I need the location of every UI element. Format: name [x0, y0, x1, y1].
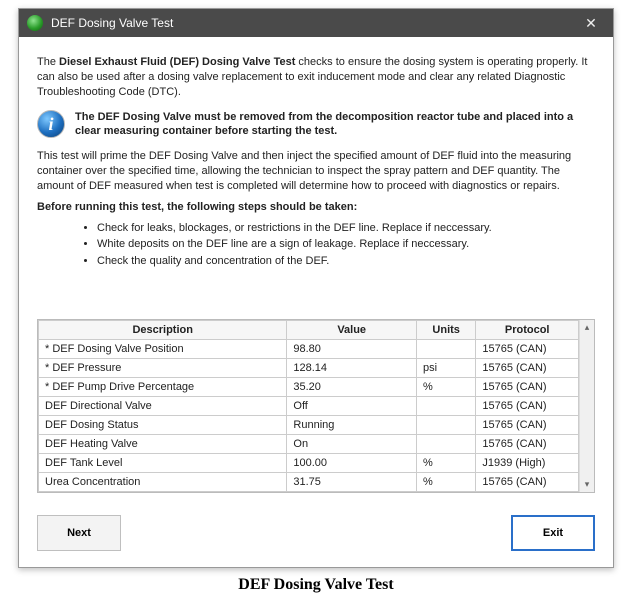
cell-value: Running — [287, 416, 417, 435]
button-row: Next Exit — [37, 515, 595, 551]
figure-caption: DEF Dosing Valve Test — [0, 576, 632, 594]
col-header-protocol: Protocol — [476, 321, 579, 340]
cell-description: DEF Tank Level — [39, 454, 287, 473]
titlebar: DEF Dosing Valve Test ✕ — [19, 9, 613, 37]
close-icon[interactable]: ✕ — [577, 15, 605, 32]
scrollbar[interactable]: ▴ ▾ — [579, 320, 594, 492]
list-item: Check for leaks, blockages, or restricti… — [97, 221, 595, 236]
cell-description: Urea Concentration — [39, 473, 287, 492]
cell-protocol: 15765 (CAN) — [476, 416, 579, 435]
cell-value: Off — [287, 397, 417, 416]
scroll-track[interactable] — [580, 335, 594, 477]
next-button[interactable]: Next — [37, 515, 121, 551]
scroll-up-icon[interactable]: ▴ — [580, 320, 594, 335]
cell-units: psi — [416, 359, 475, 378]
cell-protocol: 15765 (CAN) — [476, 397, 579, 416]
cell-value: 128.14 — [287, 359, 417, 378]
intro-test-name: Diesel Exhaust Fluid (DEF) Dosing Valve … — [59, 56, 295, 68]
intro-paragraph: The Diesel Exhaust Fluid (DEF) Dosing Va… — [37, 55, 595, 100]
cell-units — [416, 397, 475, 416]
cell-protocol: J1939 (High) — [476, 454, 579, 473]
description-paragraph: This test will prime the DEF Dosing Valv… — [37, 149, 595, 194]
table-row: DEF Tank Level 100.00 % J1939 (High) — [39, 454, 579, 473]
list-item: White deposits on the DEF line are a sig… — [97, 237, 595, 252]
dialog-window: DEF Dosing Valve Test ✕ The Diesel Exhau… — [18, 8, 614, 568]
cell-value: 31.75 — [287, 473, 417, 492]
cell-units — [416, 340, 475, 359]
data-table-wrap: Description Value Units Protocol * DEF D… — [37, 319, 595, 493]
table-body: * DEF Dosing Valve Position 98.80 15765 … — [39, 340, 579, 492]
cell-description: DEF Directional Valve — [39, 397, 287, 416]
cell-value: 100.00 — [287, 454, 417, 473]
dialog-body: The Diesel Exhaust Fluid (DEF) Dosing Va… — [19, 37, 613, 567]
cell-description: DEF Heating Valve — [39, 435, 287, 454]
table-row: * DEF Pressure 128.14 psi 15765 (CAN) — [39, 359, 579, 378]
list-item: Check the quality and concentration of t… — [97, 254, 595, 269]
cell-protocol: 15765 (CAN) — [476, 435, 579, 454]
data-table: Description Value Units Protocol * DEF D… — [38, 320, 579, 492]
intro-prefix: The — [37, 56, 59, 68]
col-header-description: Description — [39, 321, 287, 340]
cell-value: On — [287, 435, 417, 454]
cell-units — [416, 416, 475, 435]
table-row: DEF Heating Valve On 15765 (CAN) — [39, 435, 579, 454]
cell-value: 35.20 — [287, 378, 417, 397]
window-title: DEF Dosing Valve Test — [51, 16, 577, 30]
cell-units: % — [416, 454, 475, 473]
cell-description: * DEF Pressure — [39, 359, 287, 378]
cell-protocol: 15765 (CAN) — [476, 378, 579, 397]
cell-units: % — [416, 378, 475, 397]
table-row: Urea Concentration 31.75 % 15765 (CAN) — [39, 473, 579, 492]
cell-description: * DEF Pump Drive Percentage — [39, 378, 287, 397]
info-callout: i The DEF Dosing Valve must be removed f… — [37, 110, 595, 140]
table-header-row: Description Value Units Protocol — [39, 321, 579, 340]
app-icon — [27, 15, 43, 31]
col-header-value: Value — [287, 321, 417, 340]
cell-description: * DEF Dosing Valve Position — [39, 340, 287, 359]
cell-description: DEF Dosing Status — [39, 416, 287, 435]
cell-units: % — [416, 473, 475, 492]
steps-list: Check for leaks, blockages, or restricti… — [97, 221, 595, 270]
scroll-down-icon[interactable]: ▾ — [580, 477, 594, 492]
cell-value: 98.80 — [287, 340, 417, 359]
info-note-text: The DEF Dosing Valve must be removed fro… — [75, 110, 595, 140]
table-row: * DEF Dosing Valve Position 98.80 15765 … — [39, 340, 579, 359]
table-row: DEF Directional Valve Off 15765 (CAN) — [39, 397, 579, 416]
cell-protocol: 15765 (CAN) — [476, 340, 579, 359]
cell-units — [416, 435, 475, 454]
cell-protocol: 15765 (CAN) — [476, 359, 579, 378]
table-row: DEF Dosing Status Running 15765 (CAN) — [39, 416, 579, 435]
table-row: * DEF Pump Drive Percentage 35.20 % 1576… — [39, 378, 579, 397]
exit-button[interactable]: Exit — [511, 515, 595, 551]
col-header-units: Units — [416, 321, 475, 340]
info-icon: i — [37, 110, 65, 138]
cell-protocol: 15765 (CAN) — [476, 473, 579, 492]
before-heading: Before running this test, the following … — [37, 200, 595, 215]
